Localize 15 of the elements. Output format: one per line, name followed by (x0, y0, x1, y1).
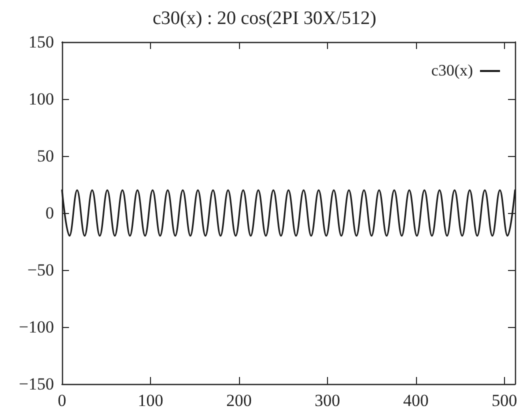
x-tick-label: 300 (314, 391, 340, 410)
y-tick-label: 100 (28, 90, 54, 108)
legend-label: c30(x) (431, 62, 473, 80)
y-tick-label: −100 (18, 318, 54, 336)
x-tick-label: 100 (138, 391, 164, 410)
y-tick-label: −150 (18, 374, 54, 394)
chart-title: c30(x) : 20 cos(2PI 30X/512) (152, 8, 376, 29)
y-tick-label: 50 (37, 146, 54, 166)
y-tick-label: 0 (46, 204, 54, 222)
y-tick-label: 150 (28, 32, 54, 52)
x-tick-label: 500 (492, 391, 518, 410)
x-tick-label: 200 (226, 391, 252, 410)
y-tick-label: −50 (27, 260, 54, 280)
x-tick-label: 400 (403, 391, 429, 410)
x-tick-label: 0 (58, 391, 66, 410)
